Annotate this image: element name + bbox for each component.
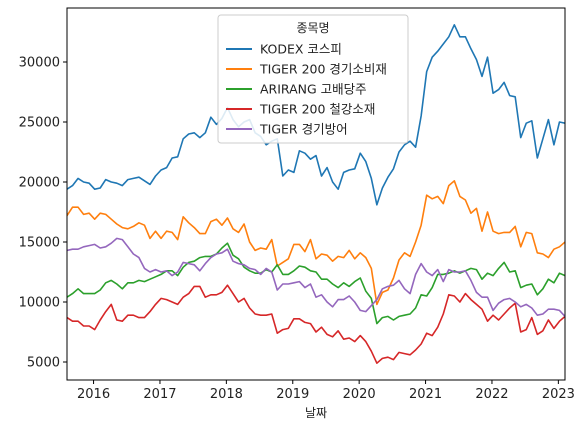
legend-entry: TIGER 200 경기소비재 — [259, 62, 387, 77]
axes-layer: 2016 2017 2018 2019 2020 2021 2022 2023 5000 1000… — [19, 7, 575, 402]
x-tick-label: 2016 — [77, 387, 110, 402]
legend-entry: ARIRANG 고배당주 — [260, 82, 367, 97]
y-tick-label: 5000 — [27, 356, 60, 371]
legend: 종목명 KODEX 코스피 TIGER 200 경기소비재 ARIRANG 고배당주 T… — [217, 14, 409, 144]
legend-entry: TIGER 200 철강소재 — [259, 102, 375, 117]
x-tick-label: 2017 — [143, 387, 176, 402]
x-tick-label: 2020 — [343, 387, 376, 402]
series-line-3 — [67, 242, 565, 325]
series-line-2 — [67, 180, 565, 306]
y-tick-label: 20000 — [19, 176, 60, 191]
x-tick-label: 2019 — [276, 387, 309, 402]
y-tick-label: 10000 — [19, 296, 60, 311]
series-layer — [67, 23, 565, 365]
x-tick-label: 2022 — [475, 387, 508, 402]
legend-box — [217, 14, 409, 144]
y-tick-label: 15000 — [19, 236, 60, 251]
y-tick-label: 30000 — [19, 56, 60, 71]
series-line-4 — [67, 284, 565, 365]
series-line-5 — [67, 237, 565, 318]
legend-entry: TIGER 경기방어 — [259, 122, 348, 137]
plot-frame — [66, 7, 566, 381]
legend-title: 종목명 — [296, 21, 329, 35]
legend-entry: KODEX 코스피 — [260, 42, 342, 57]
y-tick-label: 25000 — [19, 116, 60, 131]
series-line-1 — [67, 23, 565, 206]
x-tick-label: 2023 — [542, 387, 575, 402]
x-tick-label: 2018 — [210, 387, 243, 402]
x-tick-label: 2021 — [409, 387, 442, 402]
x-axis-label: 날짜 — [305, 406, 327, 420]
